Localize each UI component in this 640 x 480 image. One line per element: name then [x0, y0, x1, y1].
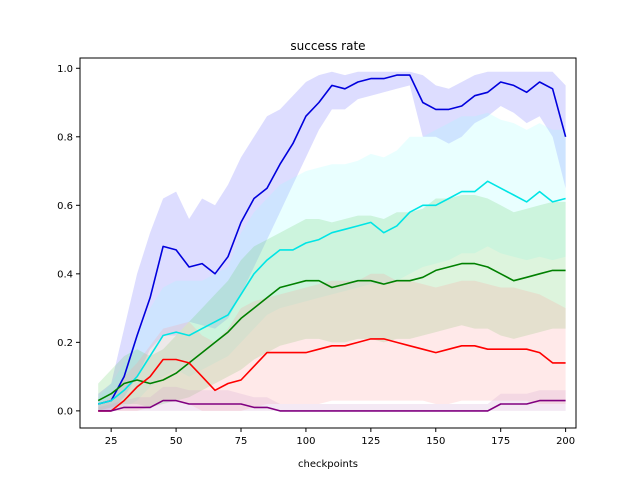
series-line-5 [98, 399, 566, 412]
chart-title: success rate [290, 39, 365, 53]
x-axis-ticks: 25 50 75 100 125 150 175 200 [105, 428, 575, 447]
y-tick-label: 0.6 [57, 201, 73, 212]
x-tick-label: 50 [170, 436, 183, 447]
series-line-1 [97, 74, 567, 405]
y-tick-label: 0.8 [57, 132, 73, 143]
x-tick-label: 150 [426, 436, 445, 447]
y-tick-label: 0.4 [57, 269, 73, 280]
series-line-2 [97, 180, 566, 405]
x-tick-label: 100 [296, 436, 315, 447]
y-axis-ticks: 0.0 0.2 0.4 0.6 0.8 1.0 [57, 64, 80, 417]
confidence-band-1 [98, 71, 566, 411]
x-tick-label: 175 [491, 436, 510, 447]
x-tick-label: 125 [361, 436, 380, 447]
series-line-4 [98, 338, 566, 412]
x-tick-label: 25 [105, 436, 118, 447]
y-tick-label: 0.0 [57, 406, 73, 417]
confidence-band-2 [98, 112, 566, 411]
series-line-3 [97, 262, 566, 402]
confidence-band-4 [98, 273, 566, 411]
confidence-bands [98, 71, 566, 411]
x-tick-label: 200 [556, 436, 575, 447]
plot-frame [79, 57, 577, 429]
y-tick-label: 1.0 [57, 64, 73, 75]
x-axis-label: checkpoints [298, 459, 358, 470]
series-lines [97, 74, 567, 412]
confidence-band-3 [98, 195, 566, 411]
confidence-band-5 [98, 386, 566, 411]
y-tick-label: 0.2 [57, 338, 73, 349]
x-tick-label: 75 [235, 436, 248, 447]
